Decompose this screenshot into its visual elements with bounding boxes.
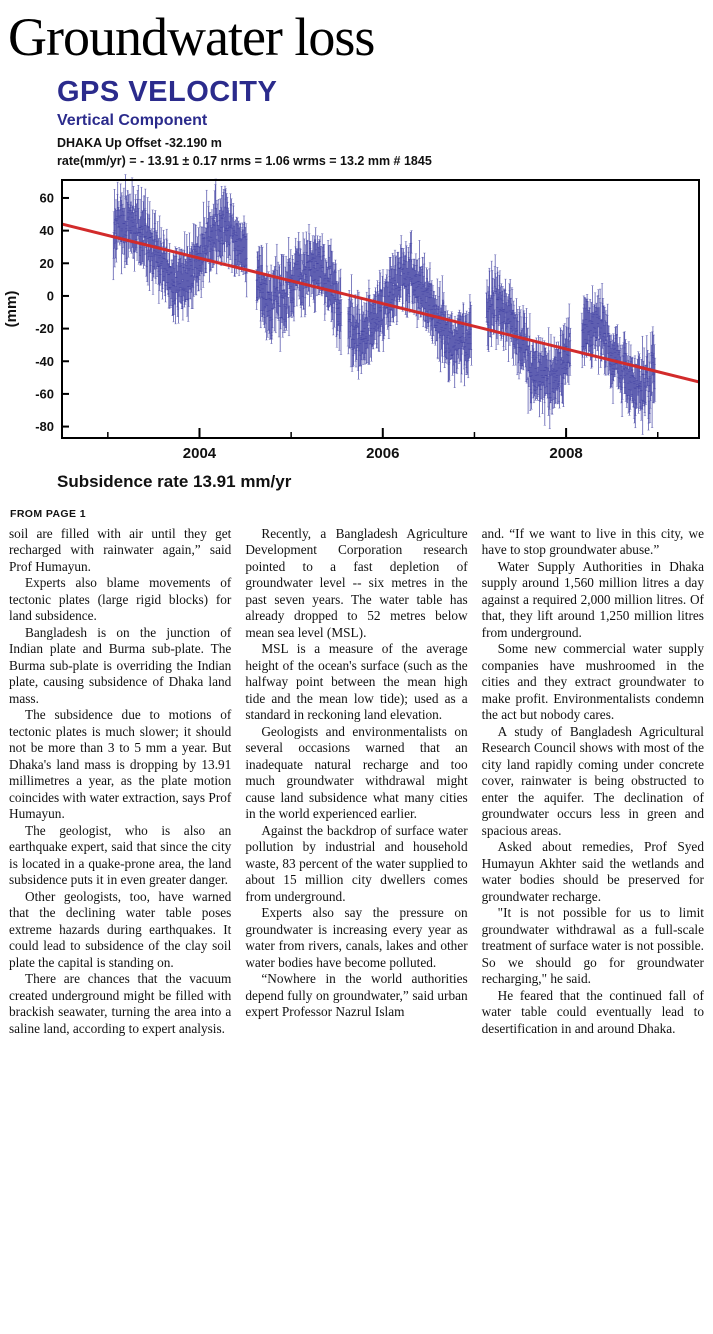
newspaper-page: Groundwater loss GPS VELOCITY Vertical C… <box>0 10 713 1037</box>
article-paragraph: and. “If we want to live in this city, w… <box>481 526 704 558</box>
svg-text:60: 60 <box>40 190 54 205</box>
article-paragraph: Some new commercial water supply compani… <box>481 641 704 723</box>
article-paragraph: "It is not possible for us to limit grou… <box>481 905 704 987</box>
article-paragraph: Bangladesh is on the junction of Indian … <box>9 624 232 706</box>
article-paragraph: Experts also blame movements of tectonic… <box>9 575 232 624</box>
figure-header: GPS VELOCITY Vertical Component DHAKA Up… <box>0 76 713 168</box>
svg-text:-40: -40 <box>35 354 54 369</box>
svg-text:-80: -80 <box>35 419 54 434</box>
article-paragraph: Experts also say the pressure on groundw… <box>245 905 468 970</box>
article-column-1: soil are filled with air until they get … <box>9 526 231 1037</box>
svg-text:2006: 2006 <box>366 445 399 462</box>
article-paragraph: soil are filled with air until they get … <box>9 526 232 574</box>
gps-figure: GPS VELOCITY Vertical Component DHAKA Up… <box>0 76 713 492</box>
article-paragraph: The subsidence due to motions of tectoni… <box>9 707 232 822</box>
article-paragraph: Geologists and environmentalists on seve… <box>245 723 468 822</box>
svg-text:-20: -20 <box>35 321 54 336</box>
chart-offset-line: DHAKA Up Offset -32.190 m <box>57 136 222 150</box>
article-paragraph: Water Supply Authorities in Dhaka supply… <box>481 558 704 640</box>
chart-subtitle: Vertical Component <box>57 112 208 129</box>
gps-chart-plot: -80 -60 -40 -20 0 20 40 60 2004 2006 2008 (mm) <box>3 174 700 462</box>
article-paragraph: Other geologists, too, have warned that … <box>9 888 232 970</box>
svg-text:20: 20 <box>40 256 54 271</box>
svg-text:40: 40 <box>40 223 54 238</box>
article-paragraph: Recently, a Bangladesh Agriculture Devel… <box>245 526 468 640</box>
svg-text:2004: 2004 <box>183 445 217 462</box>
svg-text:-60: -60 <box>35 386 54 401</box>
svg-text:0: 0 <box>47 288 54 303</box>
article-paragraph: “Nowhere in the world authorities depend… <box>245 971 468 1020</box>
svg-text:2008: 2008 <box>549 445 582 462</box>
y-axis-label: (mm) <box>3 291 20 328</box>
article-paragraph: Against the backdrop of surface water po… <box>245 822 468 904</box>
chart-title: GPS VELOCITY <box>57 76 278 108</box>
headline: Groundwater loss <box>8 7 375 67</box>
article-column-2: Recently, a Bangladesh Agriculture Devel… <box>245 526 467 1037</box>
article-paragraph: He feared that the continued fall of wat… <box>481 987 704 1036</box>
from-page-label: FROM PAGE 1 <box>10 508 86 520</box>
chart-stats-line: rate(mm/yr) = - 13.91 ± 0.17 nrms = 1.06… <box>57 154 432 168</box>
article-body: soil are filled with air until they get … <box>9 526 704 1037</box>
article-paragraph: There are chances that the vacuum create… <box>9 971 232 1036</box>
article-paragraph: A study of Bangladesh Agricultural Resea… <box>481 723 704 838</box>
article-paragraph: The geologist, who is also an earthquake… <box>9 822 232 888</box>
chart-caption: Subsidence rate 13.91 mm/yr <box>57 472 292 491</box>
article-column-3: and. “If we want to live in this city, w… <box>482 526 704 1037</box>
article-paragraph: MSL is a measure of the average height o… <box>245 641 468 723</box>
article-paragraph: Asked about remedies, Prof Syed Humayun … <box>481 839 704 904</box>
